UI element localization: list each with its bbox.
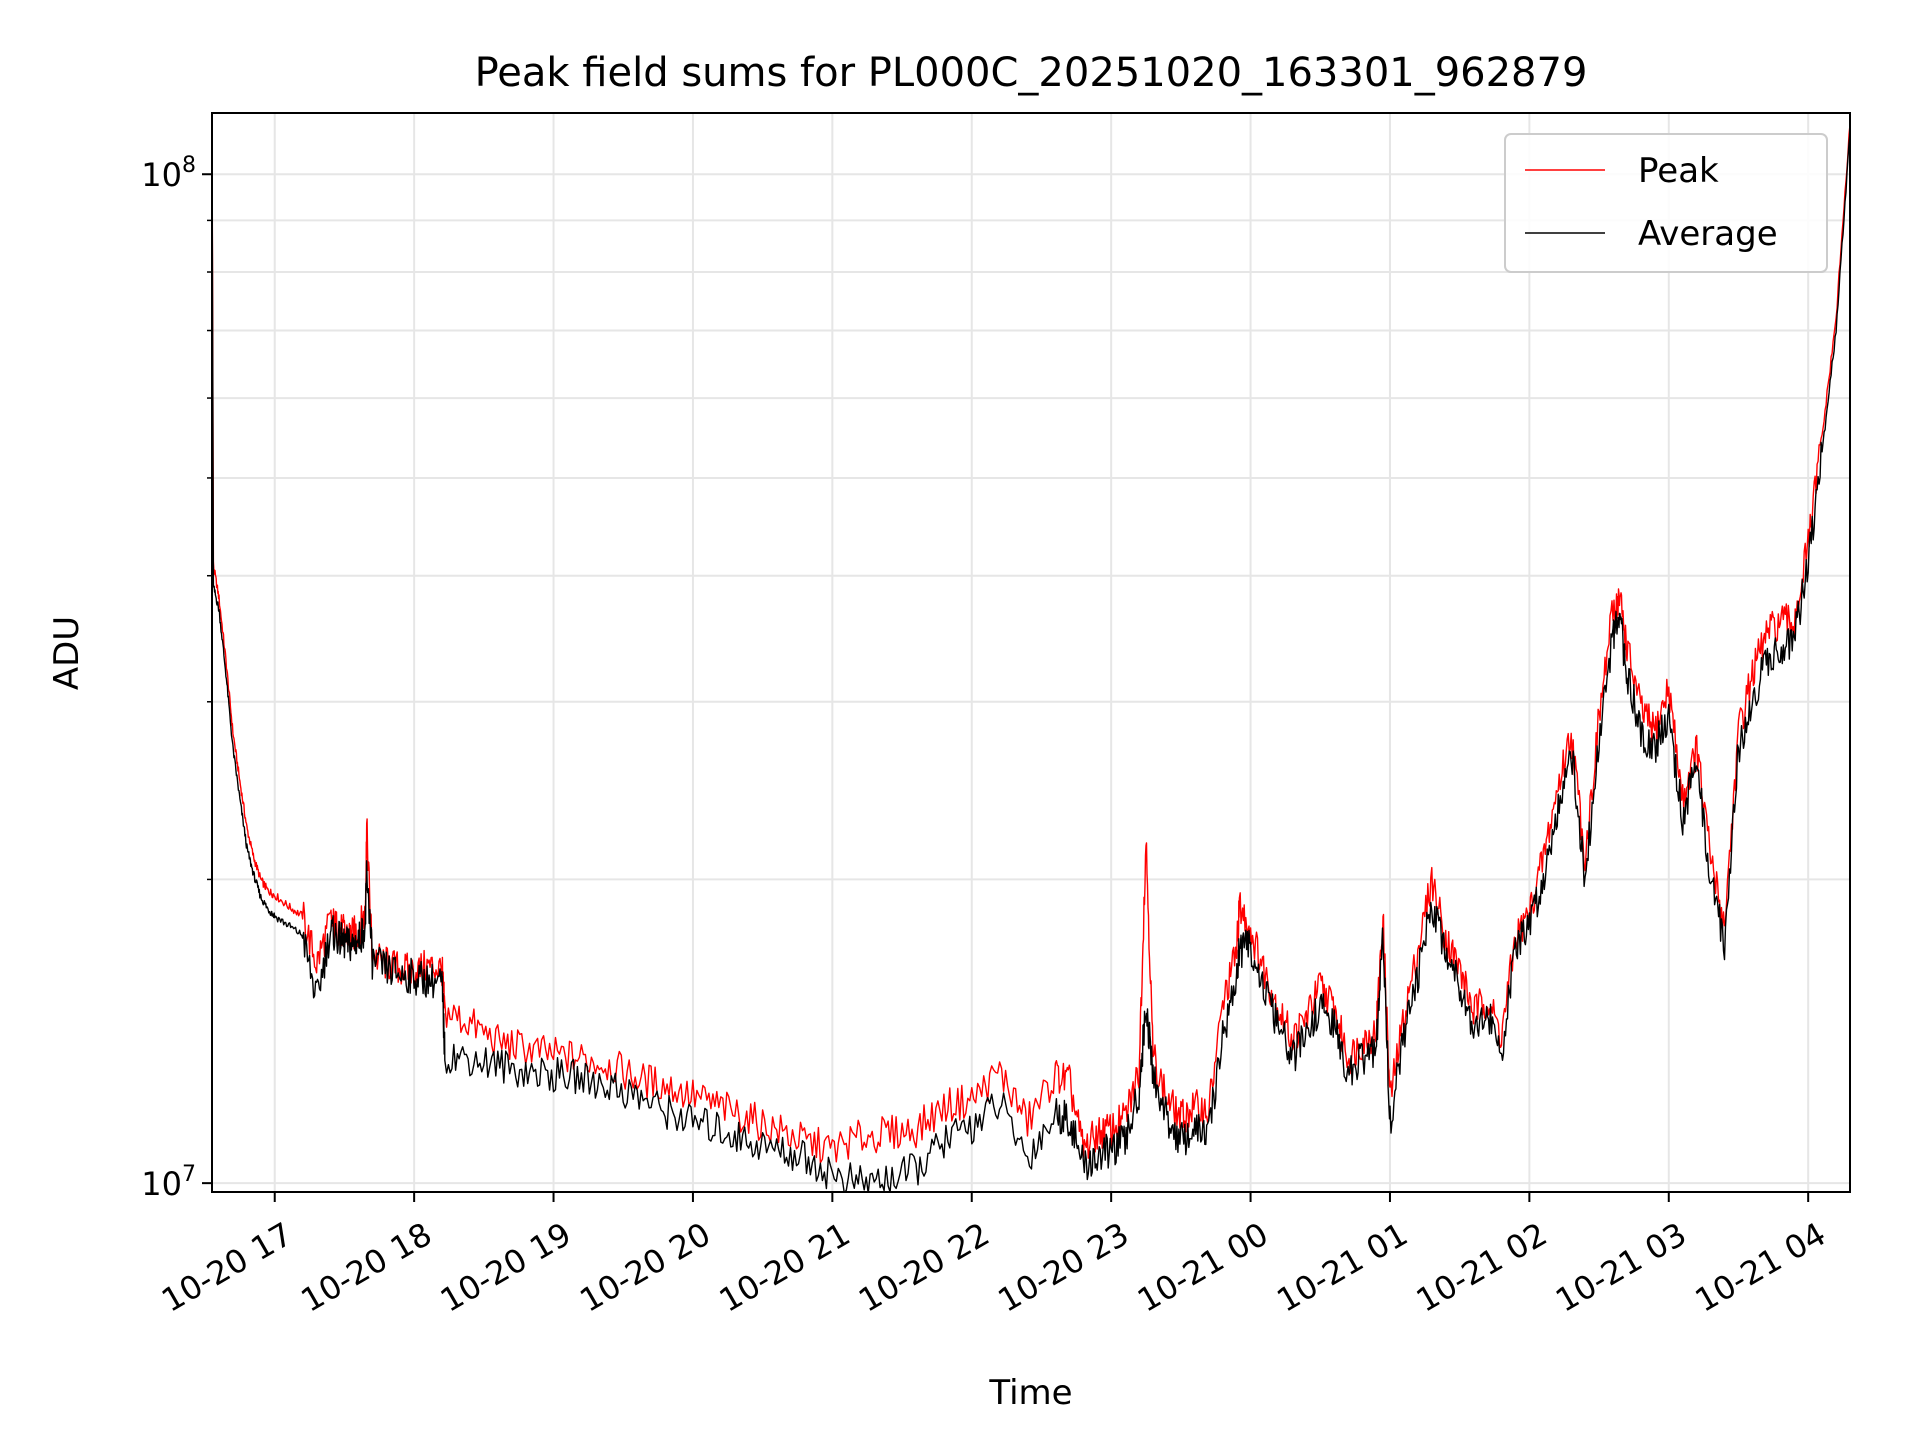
legend-label-average: Average xyxy=(1638,214,1778,254)
x-tick-label: 10-20 20 xyxy=(573,1215,717,1320)
x-tick-label: 10-21 03 xyxy=(1549,1215,1693,1320)
legend-box xyxy=(1504,133,1828,273)
axes-frame xyxy=(211,112,1851,1193)
x-tick-label: 10-21 00 xyxy=(1131,1215,1275,1320)
series-layer xyxy=(212,115,1850,1192)
x-tick-label: 10-21 04 xyxy=(1689,1215,1833,1320)
x-tick-label: 10-20 19 xyxy=(434,1215,578,1320)
y-tick-label: 107 xyxy=(141,1162,196,1203)
x-axis-label: Time xyxy=(988,1373,1072,1413)
x-tick-label: 10-20 21 xyxy=(713,1215,857,1320)
x-tick-label: 10-20 22 xyxy=(852,1215,996,1320)
x-tick-label: 10-20 18 xyxy=(295,1215,439,1320)
x-tick-label: 10-21 01 xyxy=(1270,1215,1414,1320)
x-tick-label: 10-20 17 xyxy=(155,1215,299,1320)
plot-area xyxy=(212,113,1850,1192)
legend: Peak Average xyxy=(1504,133,1828,273)
y-axis-label: ADU xyxy=(47,616,87,690)
series-line-average xyxy=(212,132,1850,1192)
legend-label-peak: Peak xyxy=(1638,151,1719,191)
chart-title: Peak field sums for PL000C_20251020_1633… xyxy=(475,50,1588,96)
y-axis: 107 108 xyxy=(141,153,212,1203)
y-tick-label: 108 xyxy=(141,153,196,194)
x-tick-label: 10-20 23 xyxy=(992,1215,1136,1320)
x-tick-label: 10-21 02 xyxy=(1410,1215,1554,1320)
